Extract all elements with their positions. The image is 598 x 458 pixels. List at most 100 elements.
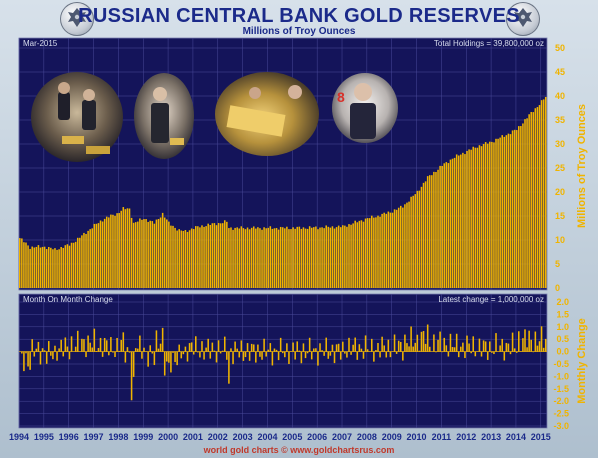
- holdings-bar: [23, 242, 25, 288]
- holdings-bar: [124, 209, 127, 288]
- holdings-bar: [348, 224, 350, 288]
- y-tick-label: 10: [555, 235, 565, 245]
- holdings-bar: [265, 228, 267, 288]
- holdings-bar: [205, 226, 207, 288]
- change-bar: [60, 339, 62, 352]
- change-bar: [35, 348, 38, 352]
- holdings-bar: [493, 142, 495, 288]
- x-tick-label: 1999: [133, 432, 153, 442]
- holdings-bar: [234, 227, 236, 288]
- holdings-bar: [323, 228, 325, 288]
- y-tick-label: 50: [555, 43, 565, 53]
- holdings-bar: [116, 213, 118, 288]
- holdings-bar: [288, 229, 290, 288]
- holdings-bar: [366, 218, 369, 288]
- holdings-bar: [91, 228, 94, 288]
- change-bar: [47, 341, 50, 352]
- holdings-bar: [511, 130, 514, 288]
- change-bar: [518, 331, 520, 352]
- x-tick-label: 2010: [407, 432, 427, 442]
- change-bar: [344, 351, 346, 354]
- holdings-bar: [33, 247, 36, 288]
- change-bar: [327, 351, 330, 359]
- holdings-bar: [248, 229, 251, 288]
- change-bar: [288, 351, 290, 365]
- holdings-bar: [184, 230, 187, 288]
- holdings-bar: [507, 133, 510, 288]
- holdings-bar: [344, 225, 346, 288]
- change-bar: [219, 351, 222, 354]
- y-tick-label: -1.5: [553, 384, 569, 394]
- change-bar: [178, 344, 180, 352]
- holdings-bar: [451, 158, 454, 288]
- change-bar: [474, 351, 477, 357]
- change-bar: [213, 350, 216, 352]
- change-bar: [273, 348, 276, 352]
- holdings-bar: [513, 129, 516, 288]
- holdings-bar: [306, 228, 309, 288]
- holdings-bar: [375, 217, 377, 288]
- holdings-bar: [503, 136, 506, 288]
- change-bar: [192, 351, 195, 355]
- change-bar: [244, 351, 247, 358]
- x-tick-label: 2004: [257, 432, 277, 442]
- holdings-bar: [163, 217, 166, 288]
- holdings-bar: [484, 142, 487, 288]
- holdings-bar: [412, 195, 414, 288]
- y-tick-label: 35: [555, 115, 565, 125]
- change-bar: [360, 348, 363, 352]
- change-bar: [27, 351, 29, 367]
- holdings-bar: [317, 229, 319, 288]
- change-bar: [83, 339, 85, 352]
- holdings-bar: [472, 146, 475, 288]
- chart-credit: world gold charts © www.goldchartsrus.co…: [203, 445, 395, 455]
- holdings-bar: [188, 230, 191, 288]
- change-bar: [362, 351, 365, 359]
- change-bar: [271, 351, 274, 366]
- holdings-bar: [480, 146, 483, 288]
- change-bar: [528, 330, 530, 352]
- holdings-bar: [122, 207, 125, 288]
- change-bar: [418, 350, 421, 352]
- holdings-bar: [310, 227, 313, 288]
- change-bar: [298, 350, 301, 352]
- holdings-bar: [420, 186, 423, 288]
- holdings-bar: [418, 190, 421, 288]
- holdings-bar: [39, 247, 42, 288]
- y-tick-label: 25: [555, 163, 565, 173]
- holdings-bar: [192, 229, 195, 288]
- change-bar: [62, 351, 65, 357]
- change-bar: [495, 333, 497, 352]
- holdings-bar: [190, 228, 193, 288]
- change-bar: [455, 333, 458, 352]
- change-bar: [350, 351, 352, 355]
- holdings-bar: [176, 230, 178, 288]
- change-bar: [240, 340, 243, 352]
- change-bar: [275, 349, 278, 352]
- change-bar: [250, 343, 253, 352]
- holdings-bar: [466, 150, 468, 288]
- holdings-bar: [145, 219, 147, 288]
- holdings-bar: [528, 114, 530, 288]
- holdings-bar: [433, 171, 435, 288]
- change-bar: [468, 343, 470, 352]
- change-bar: [134, 348, 137, 352]
- change-bar: [37, 341, 40, 352]
- holdings-bar: [197, 226, 199, 288]
- holdings-bar: [482, 143, 485, 288]
- holdings-bar: [346, 226, 348, 288]
- holdings-bar: [530, 111, 532, 288]
- change-bar: [122, 332, 125, 352]
- holdings-bar: [414, 194, 417, 288]
- holdings-bar: [186, 231, 189, 288]
- change-bar: [103, 337, 106, 352]
- holdings-bar: [474, 147, 477, 288]
- change-bar: [209, 351, 212, 359]
- change-bar: [449, 333, 452, 352]
- holdings-bar: [522, 123, 524, 288]
- holdings-bar: [110, 214, 112, 288]
- latest-change-label: Latest change = 1,000,000 oz: [438, 295, 544, 304]
- holdings-bar: [209, 225, 212, 288]
- change-bar: [170, 351, 172, 373]
